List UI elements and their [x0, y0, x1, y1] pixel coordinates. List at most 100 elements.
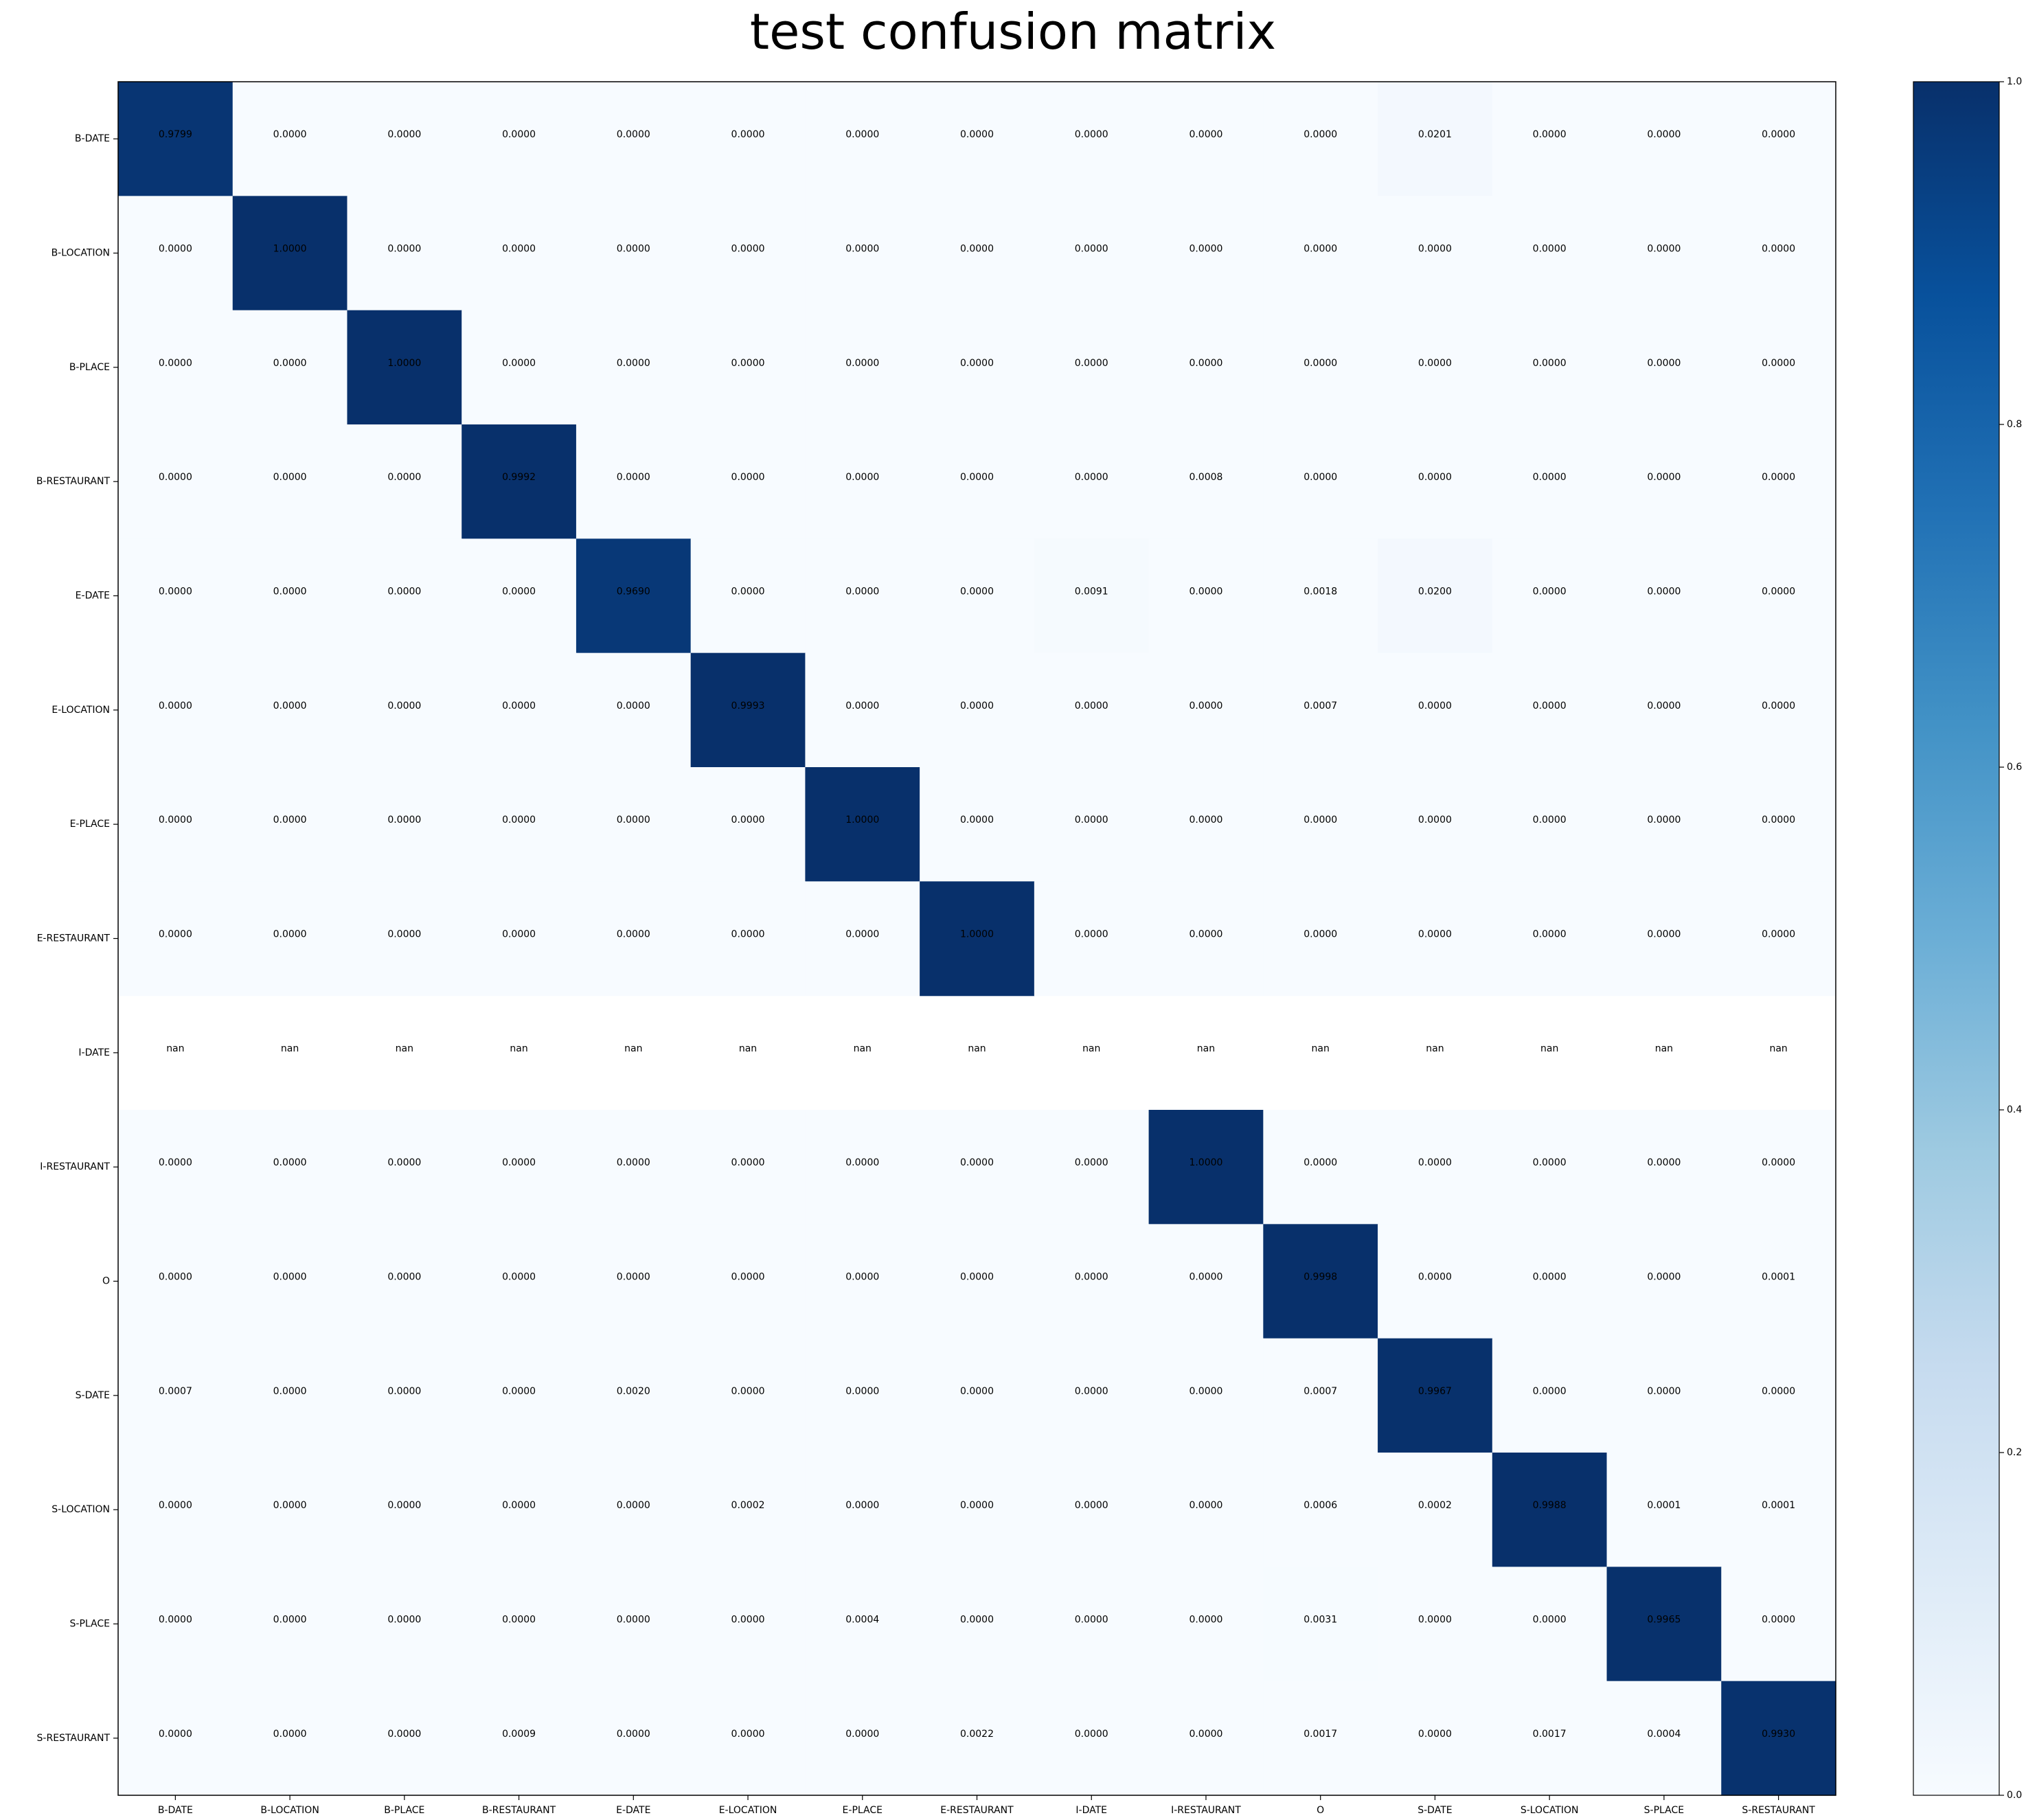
heatmap-cell: [920, 82, 1035, 196]
heatmap-cell: [347, 1224, 462, 1339]
cell-value-label: 0.0000: [731, 1386, 765, 1397]
cell-value-label: 0.0000: [159, 587, 192, 598]
cell-value-label: 0.0000: [502, 815, 536, 826]
heatmap-cell: [1492, 1681, 1608, 1796]
cell-value-label: nan: [624, 1043, 642, 1054]
cell-value-label: 0.0000: [1762, 587, 1795, 598]
heatmap-cell: [118, 1110, 234, 1225]
cell-value-label: 0.0000: [960, 358, 994, 369]
heatmap-cell: [1606, 424, 1722, 539]
heatmap-cell: [347, 82, 462, 196]
cell-value-label: 0.0000: [387, 244, 421, 255]
cell-value-label: 0.0000: [159, 929, 192, 940]
heatmap-cell: [1034, 767, 1150, 882]
cell-value-label: 0.0200: [1418, 587, 1452, 598]
cell-value-label: 0.0000: [1075, 1729, 1108, 1740]
cell-value-label: 0.0000: [387, 1157, 421, 1168]
heatmap-cell: [232, 1567, 348, 1682]
y-tick-label: I-DATE: [78, 1047, 110, 1058]
heatmap-cell: [1378, 1224, 1493, 1339]
heatmap-cell: [347, 538, 462, 654]
cell-value-label: 0.0000: [387, 1386, 421, 1397]
cell-value-label: 0.0000: [1189, 1386, 1222, 1397]
heatmap-cell: [805, 1338, 920, 1453]
y-axis-ticks: B-DATE B-LOCATION B-PLACE B-RESTAURANT E-DAT…: [36, 133, 118, 1744]
cell-value-label: 0.0000: [731, 129, 765, 140]
heatmap-cell: [1378, 310, 1493, 425]
heatmap-cell: [690, 1338, 806, 1453]
heatmap-cell: [1721, 1681, 1836, 1796]
cell-value-label: 0.0000: [1075, 129, 1108, 140]
cell-value-label: nan: [1655, 1043, 1673, 1054]
heatmap-cell: [118, 1681, 234, 1796]
heatmap-cell: [462, 652, 577, 768]
heatmap-cell: [1148, 424, 1264, 539]
y-tick-label: O: [102, 1276, 110, 1287]
heatmap-cell: [232, 1110, 348, 1225]
cell-value-label: 0.0000: [1647, 1157, 1681, 1168]
heatmap-cell: [462, 767, 577, 882]
heatmap-cell: [232, 82, 348, 196]
cell-value-label: 0.0000: [273, 358, 307, 369]
cell-value-label: 0.0000: [731, 244, 765, 255]
cell-value-label: 0.0000: [1647, 815, 1681, 826]
heatmap-cell: [1148, 1224, 1264, 1339]
heatmap-cell: [576, 82, 692, 196]
cell-value-label: 0.0000: [159, 472, 192, 483]
heatmap-cell: [1606, 82, 1722, 196]
cell-value-label: 0.0000: [273, 1157, 307, 1168]
cell-value-label: 0.0000: [502, 701, 536, 712]
x-tick-label: B-LOCATION: [260, 1805, 319, 1816]
cell-value-label: 0.0000: [731, 358, 765, 369]
cell-value-label: 0.0000: [273, 1500, 307, 1511]
cell-value-label: 0.0000: [1304, 815, 1337, 826]
heatmap-cell: [576, 424, 692, 539]
heatmap-cell: [1263, 310, 1378, 425]
heatmap-cell: [920, 1338, 1035, 1453]
heatmap-cell: [1606, 1110, 1722, 1225]
heatmap-cell: [1606, 652, 1722, 768]
cell-value-label: nan: [510, 1043, 527, 1054]
cell-value-label: 0.0000: [1075, 244, 1108, 255]
heatmap-cell: [1034, 1681, 1150, 1796]
cell-value-label: 0.0000: [617, 472, 650, 483]
heatmap-cell: [1492, 82, 1608, 196]
cell-value-label: 0.0000: [960, 1500, 994, 1511]
cell-value-label: 0.0000: [502, 587, 536, 598]
heatmap-cell: [1606, 881, 1722, 997]
cell-value-label: 0.0007: [1304, 701, 1337, 712]
cell-value-label: 0.0000: [1647, 129, 1681, 140]
heatmap-cell: [1378, 767, 1493, 882]
cell-value-label: 0.0000: [1418, 472, 1452, 483]
cell-value-label: 0.0000: [502, 244, 536, 255]
cell-value-label: 0.0000: [502, 929, 536, 940]
heatmap-cell: [347, 1567, 462, 1682]
colorbar-tick-label: 0.6: [2007, 762, 2022, 773]
heatmap-cell: [347, 1110, 462, 1225]
cell-value-label: 0.0000: [387, 587, 421, 598]
heatmap-cell: [805, 1110, 920, 1225]
heatmap-cell: [462, 1110, 577, 1225]
cell-value-label: 0.0000: [617, 1615, 650, 1626]
heatmap-cell: [1034, 881, 1150, 997]
heatmap-cell: [1148, 310, 1264, 425]
heatmap-cell: [805, 652, 920, 768]
heatmap-cell: [1034, 1453, 1150, 1567]
heatmap-cell: [1492, 196, 1608, 311]
cell-value-label: 0.0000: [387, 1615, 421, 1626]
cell-value-label: 0.0006: [1304, 1500, 1337, 1511]
cell-value-label: nan: [166, 1043, 184, 1054]
heatmap-cell: [920, 652, 1035, 768]
heatmap-cell: [462, 538, 577, 654]
x-tick-label: E-RESTAURANT: [940, 1805, 1014, 1816]
cell-value-label: 0.0000: [1762, 929, 1795, 940]
heatmap-cell: [232, 310, 348, 425]
chart-title: test confusion matrix: [749, 3, 1277, 60]
cell-value-label: 0.0000: [1533, 244, 1567, 255]
x-tick-label: B-PLACE: [384, 1805, 424, 1816]
heatmap-cell: [118, 652, 234, 768]
cell-value-label: 0.0000: [845, 472, 879, 483]
heatmap-cell: [1148, 1110, 1264, 1225]
x-tick-label: E-PLACE: [843, 1805, 883, 1816]
